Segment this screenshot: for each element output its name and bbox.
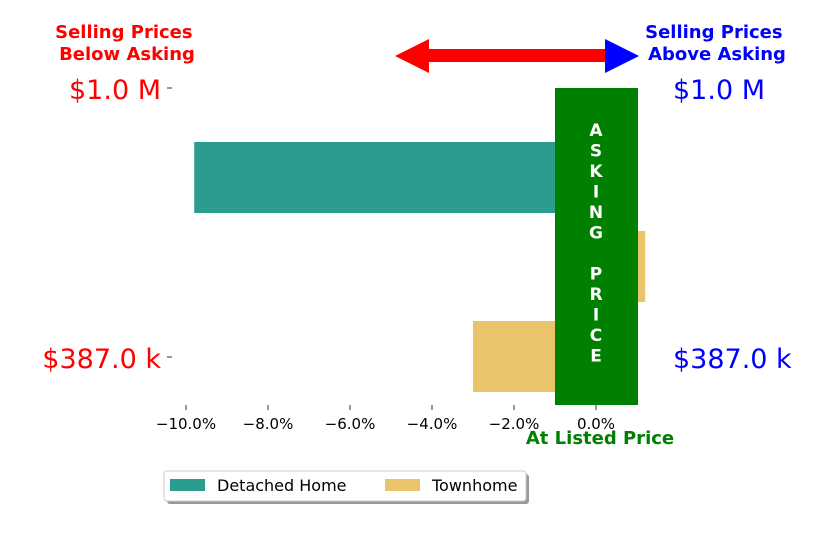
below-asking-header-line1: Selling Prices [55,22,192,43]
asking-price-letter: I [593,183,599,203]
double-arrow-icon [395,39,639,73]
x-tick-label: −6.0% [325,415,376,433]
legend-swatch-townhome [385,479,420,491]
asking-price-letter: E [590,347,602,367]
asking-price-letter: P [590,265,602,285]
asking-price-letter: S [590,142,602,162]
x-tick-label: −10.0% [156,415,216,433]
below-asking-header-line2: Below Asking [59,44,195,65]
legend-swatch-detached [170,479,205,491]
x-axis: −10.0% −8.0% −6.0% −4.0% −2.0% 0.0% [156,405,615,433]
asking-price-letter: C [590,326,602,346]
asking-price-letter: R [589,285,602,305]
legend: Detached Home Townhome [163,470,529,504]
above-asking-header-line2: Above Asking [648,44,786,65]
bar-detached-home-0 [194,142,596,213]
x-tick-label: 0.0% [577,415,615,433]
asking-price-letter: N [589,203,603,223]
asking-price-letter: I [593,306,599,326]
listed-price-label: At Listed Price [526,428,674,449]
above-asking-header: Selling Prices Above Asking [645,22,789,65]
asking-price-letter: A [589,121,603,141]
asking-price-letter: K [589,162,603,182]
asking-price-letter [593,244,599,264]
bottom-left-price: $387.0 k [42,344,161,375]
legend-label-townhome: Townhome [431,476,517,495]
legend-label-detached: Detached Home [217,476,347,495]
x-tick-label: −4.0% [407,415,458,433]
top-right-price: $1.0 M [673,75,765,106]
x-tick-label: −2.0% [489,415,540,433]
top-left-price: $1.0 M [69,75,161,106]
asking-price-letter: G [589,224,603,244]
below-asking-header: Selling Prices Below Asking [55,22,199,65]
asking-price-band [555,88,638,405]
bottom-right-price: $387.0 k [673,344,792,375]
x-tick-label: −8.0% [243,415,294,433]
above-asking-header-line1: Selling Prices [645,22,782,43]
